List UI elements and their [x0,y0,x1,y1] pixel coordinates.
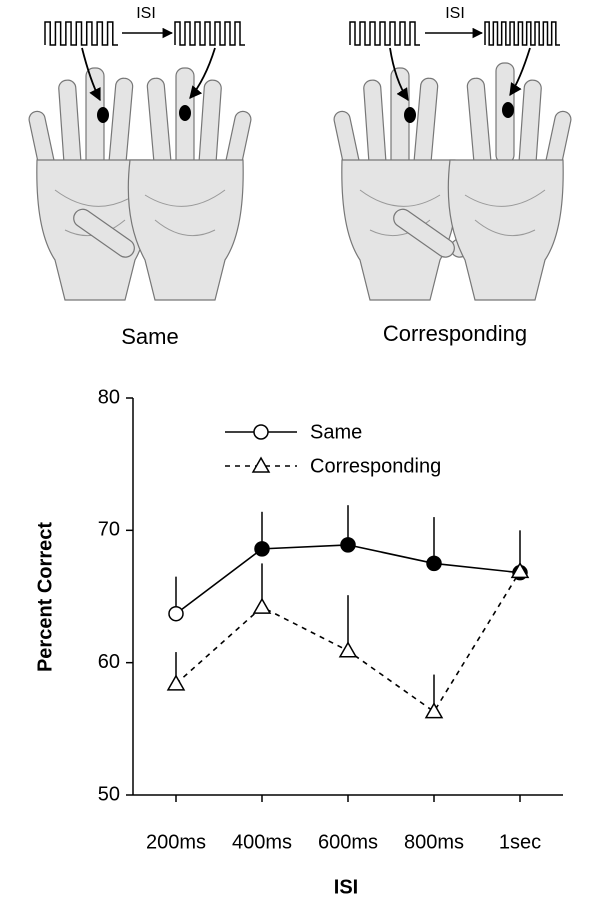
point [168,605,184,622]
panel-label: Same [121,324,178,349]
y-tick-label: 70 [98,519,120,541]
thumb [73,208,135,258]
point [510,561,530,579]
palm [341,159,458,301]
point [426,555,442,572]
pulse-train [44,21,118,46]
finger [363,79,387,171]
palm-crease [144,189,226,237]
pointer-arrow [189,47,216,99]
x-tick-label: 400ms [232,831,292,853]
isi-label: ISI [136,5,156,22]
pulse-train [484,21,560,46]
y-tick-label: 80 [98,386,120,408]
legend-label: Same [310,421,362,443]
finger [198,79,222,171]
y-axis-label: Percent Correct [34,522,56,672]
x-tick-label: 1sec [499,831,541,853]
point [166,674,186,691]
point [338,641,358,658]
finger [58,79,82,171]
pulse-train [174,21,245,46]
pointer-arrow [389,47,409,102]
isi-label: ISI [445,5,465,22]
point [424,702,444,719]
legend-marker [253,424,269,440]
point [340,537,356,553]
finger [146,77,172,169]
stimulus-dot [404,107,416,123]
x-tick-label: 800ms [404,831,464,853]
stimulus-dot [179,105,191,121]
stimulus-dot [502,102,514,118]
palm [127,159,244,301]
pointer-arrow [509,47,531,97]
palm [447,159,564,301]
stimulus-dot [97,107,109,123]
finger [413,77,439,169]
legend-marker [251,456,271,473]
palm-crease [464,189,546,237]
x-axis-label: ISI [334,876,358,898]
finger [108,77,134,169]
pointer-arrow [81,47,101,102]
x-tick-label: 600ms [318,831,378,853]
point [252,597,272,614]
point [254,541,270,557]
panel-label: Corresponding [383,321,527,346]
legend-label: Corresponding [310,455,441,477]
hand [333,67,512,301]
x-tick-label: 200ms [146,831,206,853]
finger [518,79,542,171]
thumb [393,208,455,258]
pulse-train [349,21,420,46]
y-tick-label: 50 [98,783,120,805]
finger [466,77,492,169]
y-tick-label: 60 [98,651,120,673]
